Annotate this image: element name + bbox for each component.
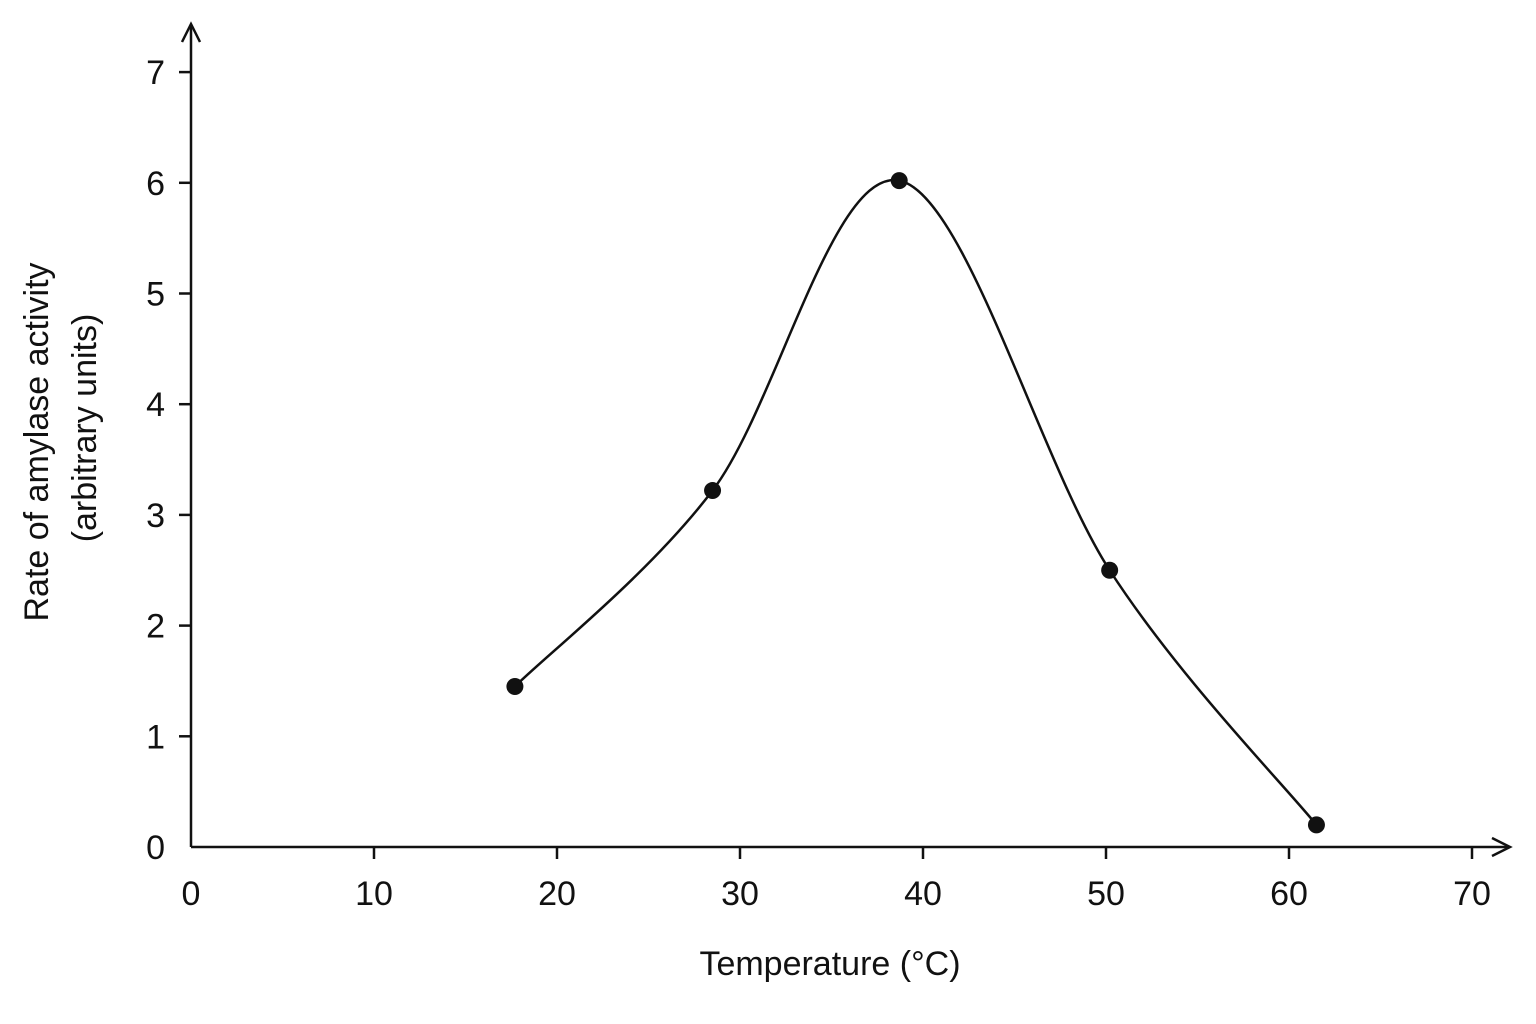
y-tick-label: 2	[146, 608, 165, 646]
y-tick-label: 6	[146, 165, 165, 203]
x-tick-label: 70	[1453, 875, 1491, 913]
y-ticks: 0 1 2 3 4 5 6 7	[146, 54, 191, 867]
y-tick-label: 1	[146, 718, 165, 756]
data-point	[506, 677, 524, 695]
x-axis-arrowhead	[1491, 836, 1513, 858]
y-axis-title-line-1: Rate of amylase activity	[18, 262, 56, 621]
y-axis-title-line-2: (arbitrary units)	[66, 314, 104, 543]
x-tick-label: 40	[904, 875, 942, 913]
y-axis-arrowhead	[180, 21, 202, 43]
data-points	[506, 172, 1325, 834]
x-axis-title: Temperature (°C)	[699, 945, 960, 983]
plot-area	[506, 172, 1325, 834]
data-point	[1307, 816, 1325, 834]
x-tick-label: 60	[1270, 875, 1308, 913]
y-tick-label: 0	[146, 829, 165, 867]
x-tick-label: 10	[355, 875, 393, 913]
x-tick-label: 20	[538, 875, 576, 913]
x-ticks: 0 10 20 30 40 50 60 70	[182, 847, 1491, 913]
x-tick-label: 30	[721, 875, 759, 913]
y-axis-title: Rate of amylase activity (arbitrary unit…	[18, 262, 104, 621]
axes	[180, 21, 1513, 858]
y-tick-label: 5	[146, 276, 165, 314]
x-tick-label: 50	[1087, 875, 1125, 913]
data-point	[890, 172, 908, 190]
data-point	[704, 482, 722, 500]
y-tick-label: 4	[146, 386, 165, 424]
y-tick-label: 7	[146, 54, 165, 92]
data-point	[1101, 561, 1119, 579]
x-tick-label: 0	[182, 875, 201, 913]
y-tick-label: 3	[146, 497, 165, 535]
activity-curve	[514, 179, 1318, 826]
